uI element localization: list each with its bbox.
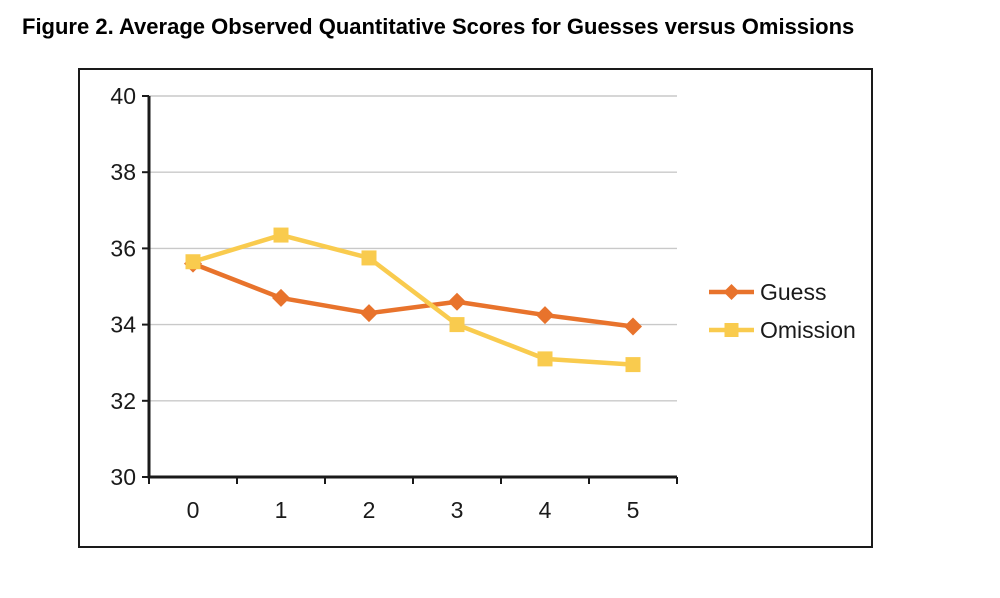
chart-frame: 30 32 34 36 38 40 0 1 2 3 4 5 Guess Omission [78,68,873,548]
y-tick-label: 34 [110,312,136,338]
x-tick-label: 5 [627,497,640,523]
legend-item-omission: Omission [708,311,856,349]
data-point-square [361,250,377,266]
data-point-square [185,254,201,270]
legend-label-guess: Guess [760,278,827,305]
x-tick-label: 1 [275,497,288,523]
x-tick-label: 2 [363,497,376,523]
legend: Guess Omission [708,273,856,349]
data-point-diamond [448,292,466,311]
figure-title: Figure 2. Average Observed Quantitative … [22,14,855,39]
data-point-square [449,317,465,333]
y-tick-label: 32 [110,388,136,414]
data-point-square [537,351,553,367]
x-tick-label: 0 [187,497,200,523]
y-tick-label: 38 [110,159,136,185]
y-tick-label: 30 [110,464,136,490]
data-point-diamond [360,304,378,323]
omission-square-line-icon [709,323,754,337]
data-point-diamond [624,317,642,336]
x-tick-label: 3 [451,497,464,523]
data-point-square [273,227,289,243]
guess-diamond-line-icon [709,284,754,300]
data-point-diamond [536,306,554,325]
legend-label-omission: Omission [760,316,856,343]
x-tick-label: 4 [539,497,552,523]
y-tick-label: 40 [110,83,136,109]
series-line-guess [192,261,634,329]
data-point-diamond [272,288,290,307]
y-tick-label: 36 [110,235,136,261]
series-line-omission [192,232,634,367]
legend-item-guess: Guess [708,273,856,311]
data-point-square [625,357,641,373]
